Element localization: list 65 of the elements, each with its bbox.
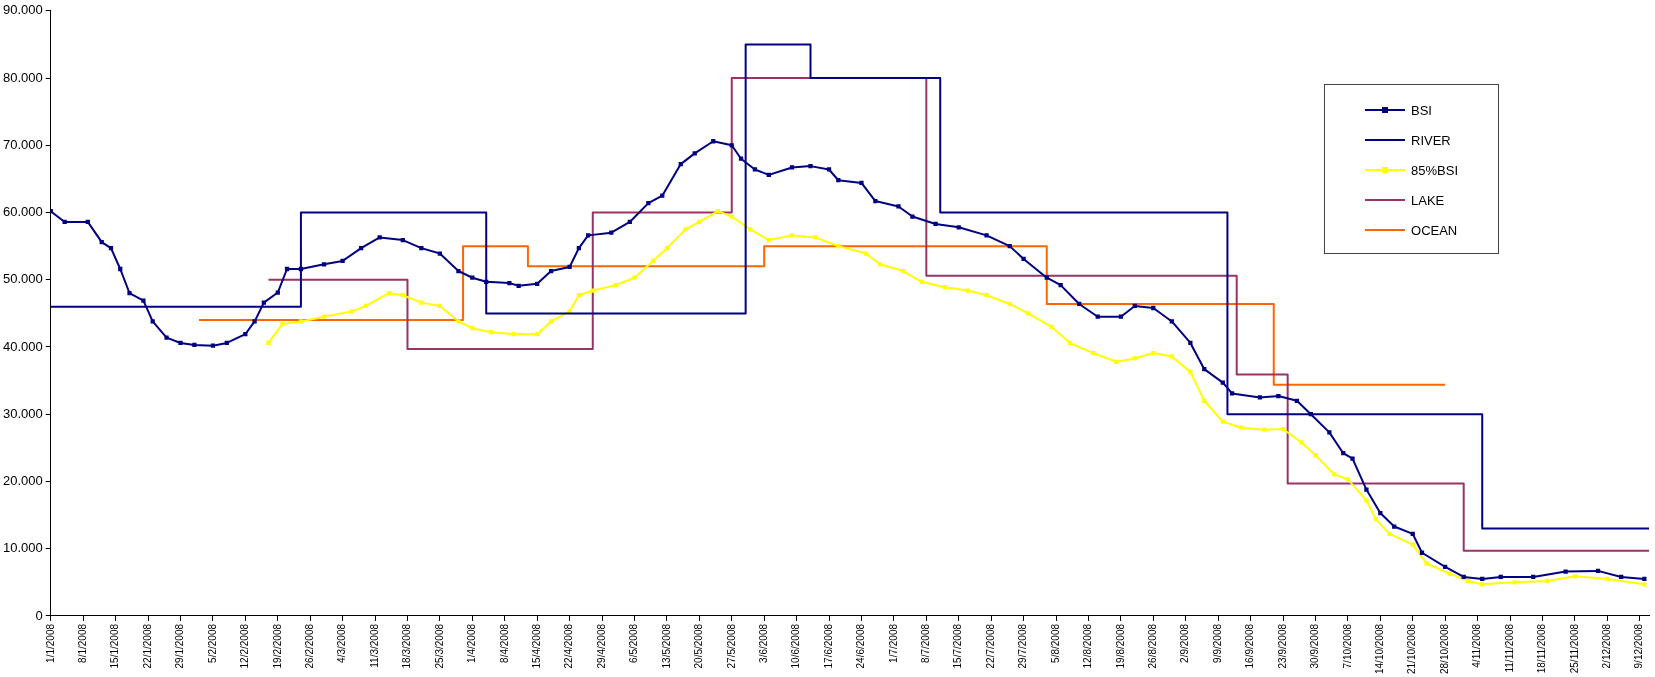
y-tick-label: 90.000: [3, 2, 43, 18]
x-tick-label: 5/8/2008: [1049, 623, 1061, 663]
y-tick-label: 70.000: [3, 136, 43, 152]
y-tick-label: 30.000: [3, 405, 43, 421]
x-tick-label: 19/8/2008: [1114, 623, 1126, 669]
x-tick-label: 19/2/2008: [271, 623, 283, 669]
x-tick-label: 16/9/2008: [1244, 623, 1256, 669]
x-tick-label: 22/7/2008: [984, 623, 996, 669]
x-tick-label: 4/3/2008: [336, 623, 348, 663]
x-tick-label: 28/10/2008: [1438, 623, 1450, 675]
x-tick-label: 2/12/2008: [1601, 623, 1613, 669]
x-tick-label: 8/1/2008: [76, 623, 88, 663]
x-tick-label: 29/4/2008: [595, 623, 607, 669]
x-tick-label: 23/9/2008: [1276, 623, 1288, 669]
x-tick-label: 24/6/2008: [855, 623, 867, 669]
x-tick-label: 17/6/2008: [822, 623, 834, 669]
x-tick-label: 11/3/2008: [368, 623, 380, 668]
x-tick-label: 25/11/2008: [1568, 623, 1580, 674]
x-tick-label: 15/4/2008: [530, 623, 542, 669]
x-tick-label: 4/11/2008: [1471, 623, 1483, 668]
x-tick-label: 11/11/2008: [1503, 623, 1515, 673]
legend-label: LAKE: [1411, 192, 1445, 208]
x-tick-label: 30/9/2008: [1309, 623, 1321, 669]
x-tick-label: 15/1/2008: [109, 623, 121, 669]
x-tick-label: 6/5/2008: [628, 623, 640, 663]
x-tick-label: 29/1/2008: [174, 623, 186, 669]
y-tick-label: 40.000: [3, 338, 43, 354]
legend-label: BSI: [1411, 102, 1432, 118]
x-tick-label: 18/3/2008: [401, 623, 413, 669]
x-tick-label: 8/7/2008: [920, 623, 932, 663]
x-tick-label: 1/7/2008: [887, 623, 899, 663]
x-tick-label: 21/10/2008: [1406, 623, 1418, 675]
y-tick-label: 10.000: [3, 540, 43, 556]
x-tick-label: 12/2/2008: [239, 623, 251, 669]
x-tick-label: 18/11/2008: [1536, 623, 1548, 674]
x-tick-label: 8/4/2008: [498, 623, 510, 663]
x-tick-label: 26/2/2008: [303, 623, 315, 669]
x-tick-label: 10/6/2008: [790, 623, 802, 669]
x-tick-label: 25/3/2008: [433, 623, 445, 669]
x-tick-label: 9/12/2008: [1633, 623, 1645, 669]
x-tick-label: 14/10/2008: [1374, 623, 1386, 675]
x-tick-label: 15/7/2008: [952, 623, 964, 669]
y-tick-label: 80.000: [3, 69, 43, 85]
legend-label: 85%BSI: [1411, 162, 1458, 178]
y-tick-label: 50.000: [3, 271, 43, 287]
x-tick-label: 29/7/2008: [1017, 623, 1029, 669]
x-tick-label: 13/5/2008: [660, 623, 672, 669]
x-tick-label: 2/9/2008: [1179, 623, 1191, 663]
x-tick-label: 26/8/2008: [1147, 623, 1159, 669]
x-tick-label: 5/2/2008: [206, 623, 218, 663]
y-tick-label: 60.000: [3, 204, 43, 220]
x-tick-label: 9/9/2008: [1211, 623, 1223, 663]
x-tick-label: 27/5/2008: [725, 623, 737, 669]
x-tick-label: 3/6/2008: [757, 623, 769, 663]
x-tick-label: 1/1/2008: [44, 623, 56, 663]
x-tick-label: 12/8/2008: [1082, 623, 1094, 669]
y-tick-label: 20.000: [3, 473, 43, 489]
x-tick-label: 22/1/2008: [141, 623, 153, 669]
x-tick-label: 1/4/2008: [466, 623, 478, 663]
x-tick-label: 22/4/2008: [563, 623, 575, 669]
x-tick-label: 7/10/2008: [1341, 623, 1353, 669]
x-tick-label: 20/5/2008: [693, 623, 705, 669]
y-tick-label: 0: [35, 607, 43, 623]
legend-label: OCEAN: [1411, 222, 1458, 238]
legend-label: RIVER: [1411, 132, 1451, 148]
